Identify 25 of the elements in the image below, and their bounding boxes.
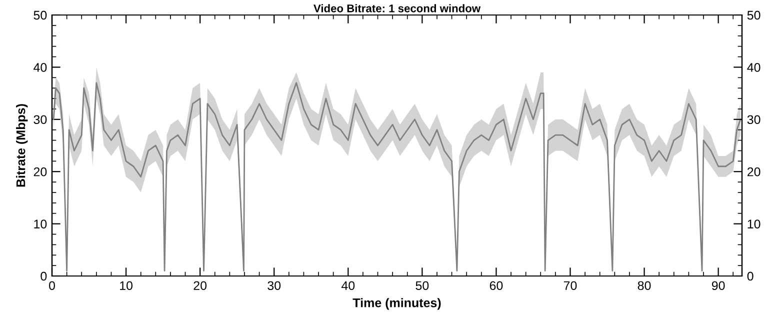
y-axis-title: Bitrate (Mbps) xyxy=(16,104,28,187)
y-tick-label: 30 xyxy=(34,115,47,124)
x-tick-label: 90 xyxy=(712,281,725,290)
x-tick-label: 40 xyxy=(341,281,355,290)
y2-tick-label: 20 xyxy=(747,167,760,176)
y2-tick-label: 0 xyxy=(747,272,754,281)
x-axis-title: Time (minutes) xyxy=(352,298,441,310)
x-tick-label: 0 xyxy=(49,281,55,290)
y-tick-label: 20 xyxy=(34,167,47,176)
x-tick-label: 80 xyxy=(638,281,651,290)
y2-tick-label: 10 xyxy=(748,220,760,228)
x-tick-label: 20 xyxy=(194,281,207,290)
y-tick-label: 50 xyxy=(34,10,47,20)
x-tick-label: 50 xyxy=(416,281,429,290)
x-tick-label: 70 xyxy=(564,281,577,290)
y-tick-label: 10 xyxy=(34,220,47,228)
y-tick-label: 0 xyxy=(40,272,47,281)
x-tick-label: 30 xyxy=(268,281,281,290)
x-tick-label: 60 xyxy=(490,281,503,290)
chart-title: Video Bitrate: 1 second window xyxy=(314,4,481,12)
x-tick-label: 10 xyxy=(120,281,132,290)
y2-tick-label: 50 xyxy=(747,10,760,20)
y2-tick-label: 40 xyxy=(747,63,760,72)
y-tick-label: 40 xyxy=(34,63,47,72)
y2-tick-label: 30 xyxy=(747,115,760,124)
